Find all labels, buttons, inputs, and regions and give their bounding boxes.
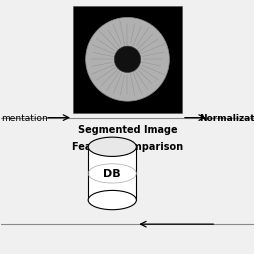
Bar	[88, 147, 136, 200]
Text: mentation: mentation	[1, 114, 47, 123]
Ellipse shape	[85, 18, 169, 102]
Text: DB: DB	[103, 169, 121, 179]
Text: Segmented Image: Segmented Image	[77, 124, 177, 134]
Ellipse shape	[88, 138, 136, 157]
Text: Normalizat: Normalizat	[198, 114, 253, 123]
Text: Feature Comparison: Feature Comparison	[72, 141, 182, 151]
Ellipse shape	[88, 191, 136, 210]
Bar	[73, 7, 181, 113]
Ellipse shape	[114, 47, 140, 73]
